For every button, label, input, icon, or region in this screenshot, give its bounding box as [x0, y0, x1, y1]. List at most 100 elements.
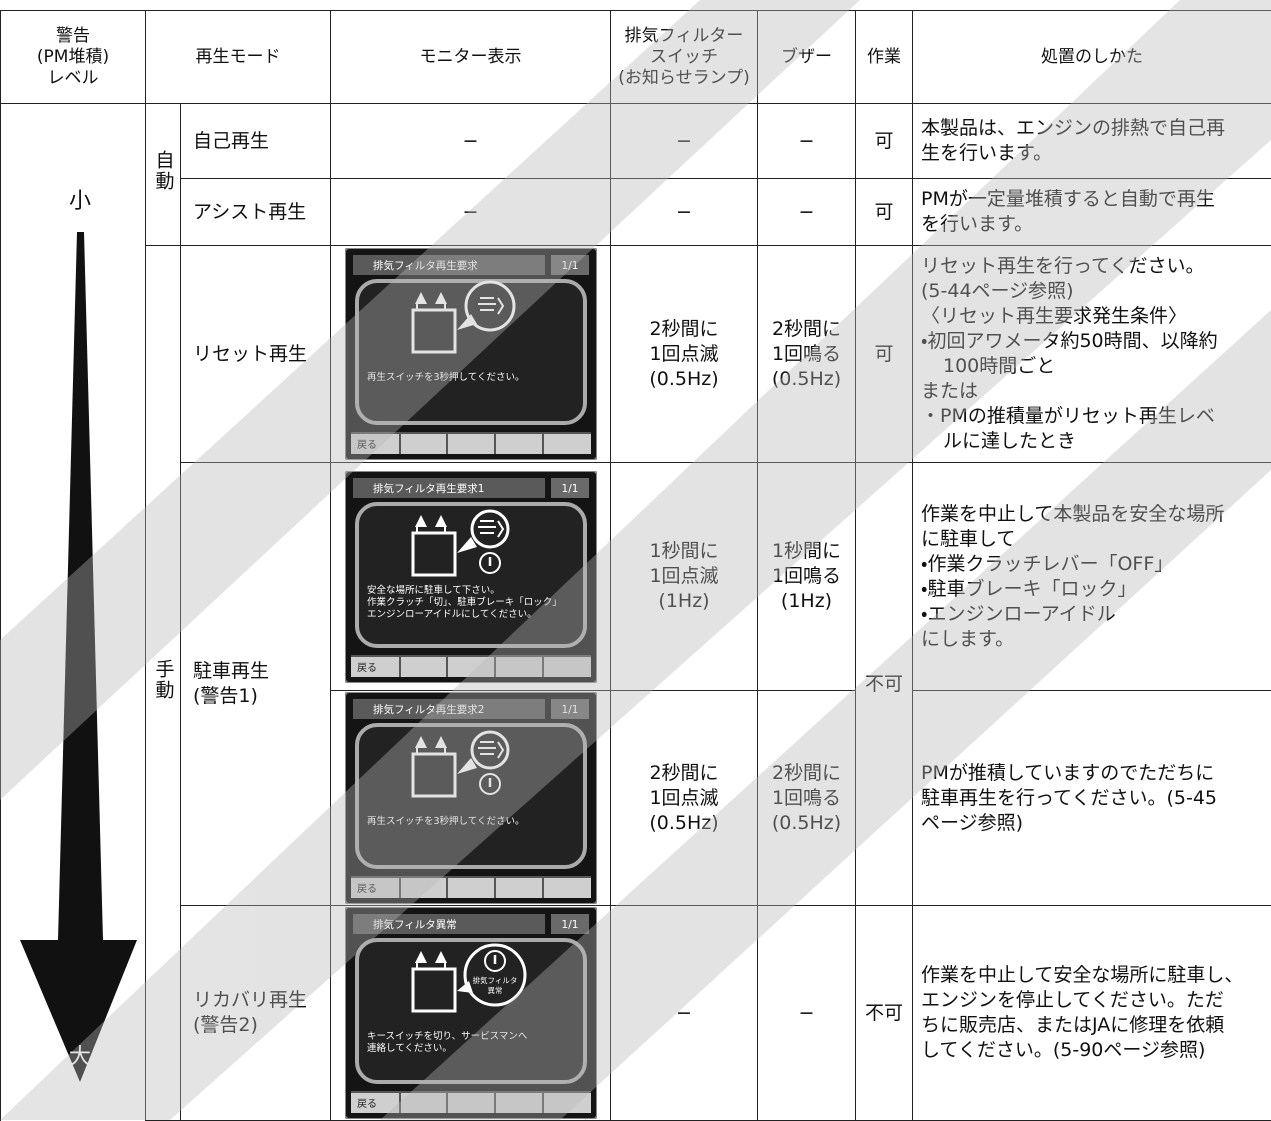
group-label: 手動	[151, 659, 176, 701]
back-button: 戻る	[357, 439, 377, 451]
button-bar	[351, 876, 591, 898]
header-action: 処置のしかた	[913, 11, 1271, 104]
buzzer-cell: −	[758, 906, 856, 1121]
button-bar	[351, 432, 591, 454]
screen-page: 1/1	[561, 260, 578, 272]
text-line: ・駐車ブレーキ「ロック」	[921, 577, 1267, 602]
screen-page: 1/1	[561, 483, 578, 495]
text-line: スイッチ	[611, 47, 757, 68]
text-line: (1Hz)	[758, 589, 855, 614]
lamp-cell: −	[611, 179, 758, 246]
text-line: (PM堆積)	[1, 47, 145, 68]
text-line: 1回点滅	[611, 342, 757, 367]
button-bar	[351, 655, 591, 677]
text-line: 1秒間に	[611, 539, 757, 564]
text-line: リセット再生	[193, 342, 330, 367]
text-line: ・エンジンローアイドル	[921, 602, 1267, 627]
text-line: 1回鳴る	[758, 564, 855, 589]
text-line: −	[758, 1001, 855, 1026]
buzzer-cell: −	[758, 179, 856, 246]
text-line: (警告2)	[193, 1013, 330, 1038]
header-monitor: モニター表示	[331, 11, 611, 104]
screen-title: 排気フィルタ再生要求	[373, 259, 478, 272]
text-line: 駐車再生	[193, 659, 330, 684]
text-line: 100時間ごと	[921, 354, 1267, 379]
text-line: 2秒間に	[611, 761, 757, 786]
header-lamp: 排気フィルタースイッチ(お知らせランプ)	[611, 11, 758, 104]
text-line: または	[921, 379, 1267, 404]
text-line: (0.5Hz)	[758, 811, 855, 836]
monitor-cell: −	[331, 104, 611, 179]
screen-title: 排気フィルタ再生要求1	[373, 482, 484, 495]
back-button: 戻る	[357, 1098, 377, 1110]
text-line: 2秒間に	[758, 761, 855, 786]
text-line: ちに販売店、またはJAに修理を依頼	[921, 1013, 1267, 1038]
screen-page: 1/1	[561, 704, 578, 716]
row: アシスト再生 − − − 可 PMが一定量堆積すると自動で再生を行います。	[1, 179, 1271, 246]
work-cell: 可	[856, 246, 913, 463]
mode-cell: リセット再生	[181, 246, 331, 463]
text-line: −	[611, 129, 757, 154]
text-line: を行います。	[921, 212, 1267, 237]
group-cell: 自動	[146, 104, 181, 246]
action-cell: 本製品は、エンジンの排熱で自己再生を行います。	[913, 104, 1271, 179]
text-line: にします。	[921, 627, 1267, 652]
work-cell: 可	[856, 104, 913, 179]
header-level: 警告(PM堆積)レベル	[1, 11, 146, 104]
screen-message: 連絡してください。	[367, 1042, 452, 1054]
level-cell	[1, 104, 146, 1121]
button-bar	[351, 1091, 591, 1113]
monitor-cell: −	[331, 179, 611, 246]
text-line: 1回点滅	[611, 564, 757, 589]
screen-message: 作業クラッチ「切」、駐車ブレーキ「ロック」	[367, 596, 562, 608]
back-button: 戻る	[357, 662, 377, 674]
header-buzzer: ブザー	[758, 11, 856, 104]
header-mode: 再生モード	[146, 11, 331, 104]
action-cell: 作業を中止して安全な場所に駐車し、エンジンを停止してください。ただちに販売店、ま…	[913, 906, 1271, 1121]
buzzer-cell: −	[758, 104, 856, 179]
text-line: してください。(5-90ページ参照)	[921, 1038, 1267, 1063]
work-cell: 不可	[856, 463, 913, 906]
action-cell: 作業を中止して本製品を安全な場所に駐車して・作業クラッチレバー「OFF」・駐車ブ…	[913, 463, 1271, 691]
text-line: (お知らせランプ)	[611, 68, 757, 89]
icon-bubble	[465, 945, 525, 1005]
work-cell: 可	[856, 179, 913, 246]
screen-message: 再生スイッチを3秒押してください。	[367, 371, 524, 383]
text-line: に駐車して	[921, 527, 1267, 552]
text-line: リセット再生を行ってください。	[921, 254, 1267, 279]
monitor-screen: 排気フィルタ再生要求1 1/1 安全な場所に駐車して下さい。作業クラッチ「切」、駐車…	[345, 471, 597, 683]
monitor-screen: 排気フィルタ再生要求 1/1 再生スイッチを3秒押してください。戻る	[345, 248, 597, 460]
screen-message: キースイッチを切り、サービスマンへ	[367, 1031, 528, 1042]
mode-cell: 駐車再生(警告1)	[181, 463, 331, 906]
text-line: (0.5Hz)	[611, 811, 757, 836]
screen-title: 排気フィルタ異常	[373, 918, 457, 931]
work-cell: 不可	[856, 906, 913, 1121]
text-line: エンジンを停止してください。ただ	[921, 988, 1267, 1013]
text-line: 1回点滅	[611, 786, 757, 811]
screen-message: エンジンローアイドルにしてください。	[367, 609, 537, 620]
text-line: ルに達したとき	[921, 429, 1267, 454]
text-line: リカバリ再生	[193, 988, 330, 1013]
monitor-cell: 排気フィルタ再生要求1 1/1 安全な場所に駐車して下さい。作業クラッチ「切」、駐車…	[331, 463, 611, 691]
text-line: −	[611, 200, 757, 225]
text-line: (警告1)	[193, 684, 330, 709]
text-line: −	[758, 200, 855, 225]
text-line: 1回鳴る	[758, 786, 855, 811]
text-line: 1回鳴る	[758, 342, 855, 367]
group-label: 自動	[151, 150, 176, 192]
back-button: 戻る	[357, 883, 377, 895]
text-line: ・初回アワメータ約50時間、以降約	[921, 329, 1267, 354]
screen-message: 安全な場所に駐車して下さい。	[367, 584, 500, 596]
bubble-text: 排気フィルタ	[472, 975, 517, 985]
text-line: −	[758, 129, 855, 154]
